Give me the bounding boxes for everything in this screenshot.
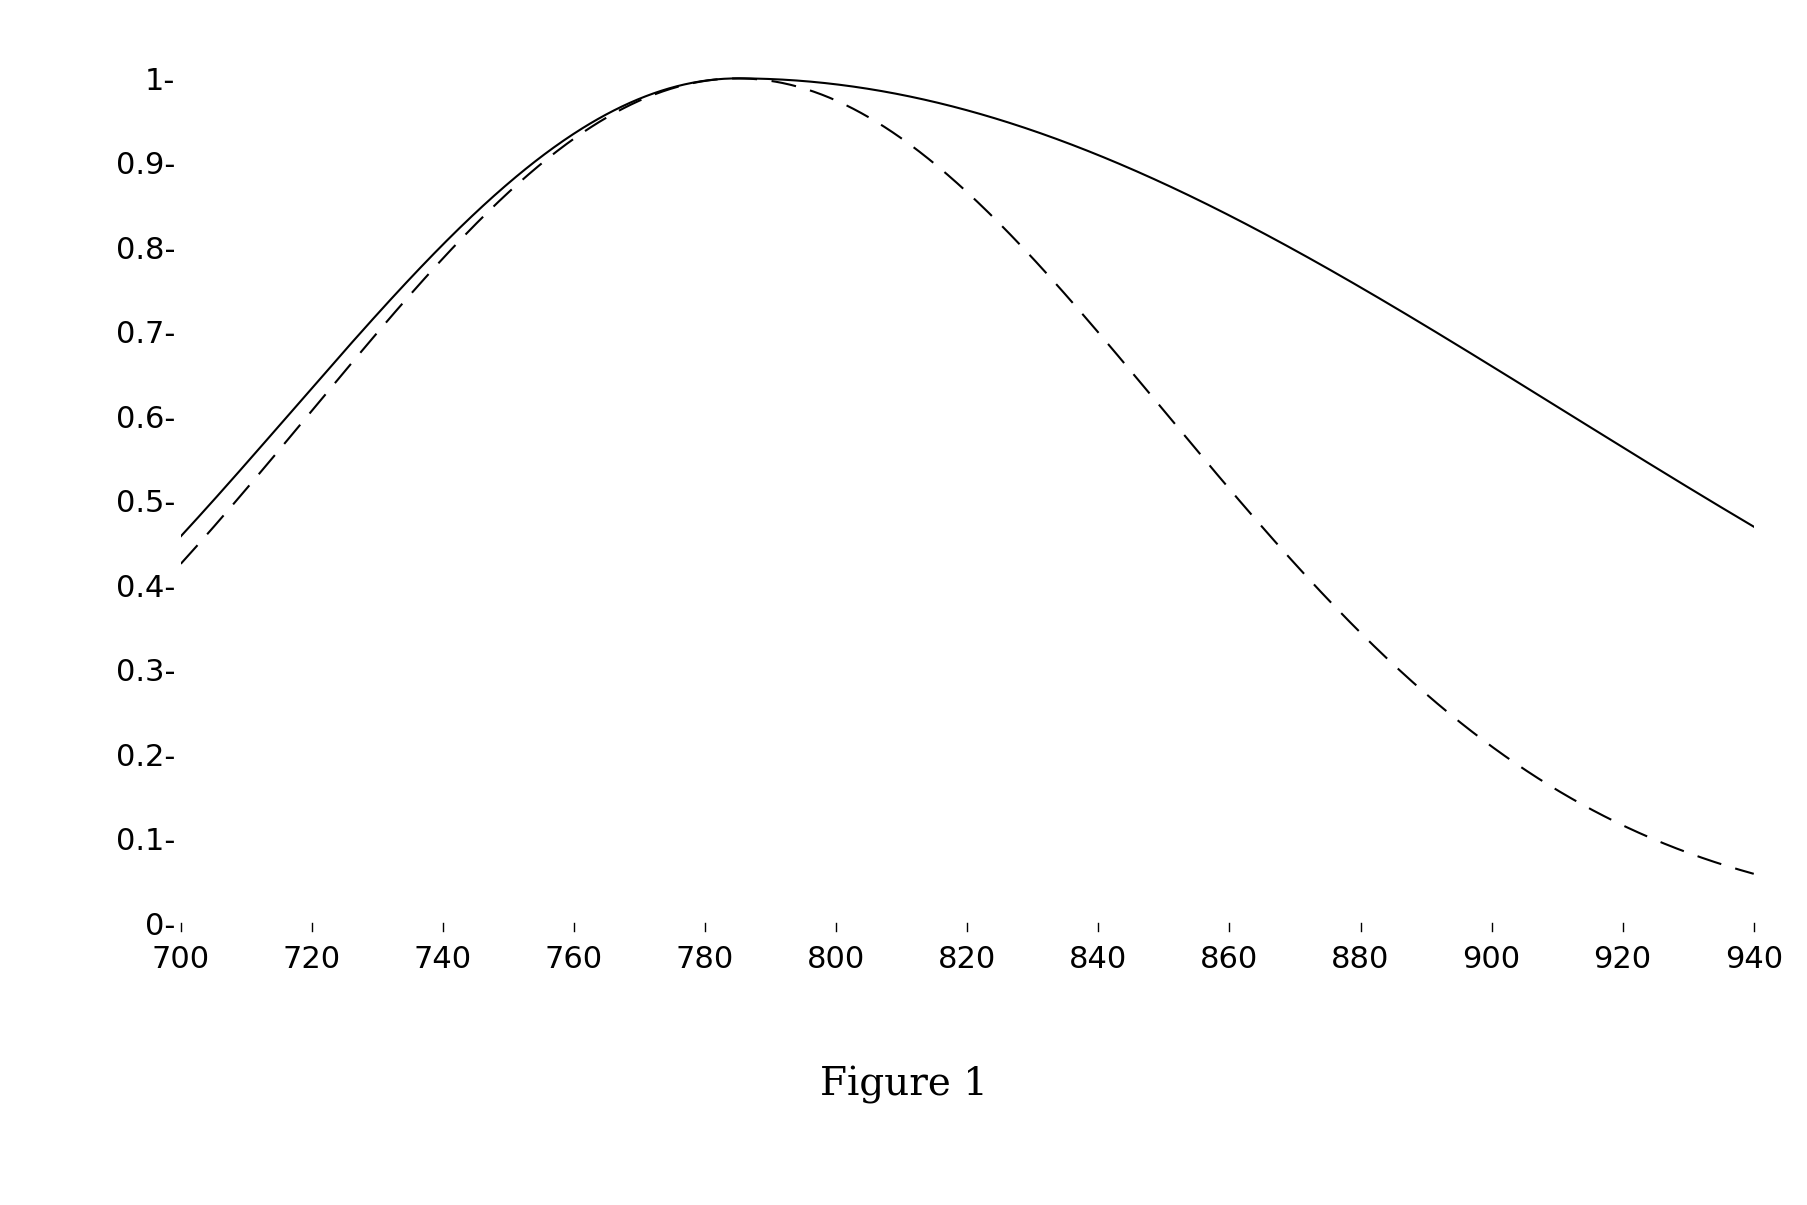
Text: Figure 1: Figure 1 <box>820 1065 987 1104</box>
